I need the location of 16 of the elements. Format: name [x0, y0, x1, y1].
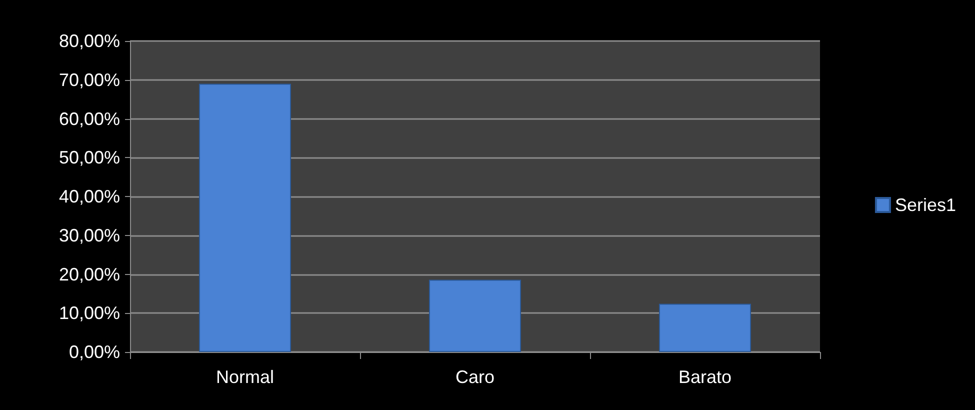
y-tick-label: 50,00% [58, 148, 120, 168]
y-tick-label: 70,00% [58, 70, 120, 90]
bar [199, 84, 291, 352]
y-tick-label: 0,00% [68, 342, 120, 362]
y-tick-label: 60,00% [58, 108, 120, 129]
x-tick-label: Barato [678, 367, 732, 387]
y-tick-label: 30,00% [58, 225, 120, 246]
bar [429, 280, 521, 352]
y-tick-label: 40,00% [58, 186, 120, 206]
y-tick-label: 20,00% [58, 264, 120, 284]
bar [659, 304, 751, 352]
y-tick-label: 10,00% [58, 303, 120, 324]
x-tick-label: Normal [216, 367, 274, 387]
y-tick-label: 80,00% [58, 31, 120, 51]
legend-label: Series1 [894, 195, 956, 215]
x-tick-label: Caro [455, 367, 495, 387]
